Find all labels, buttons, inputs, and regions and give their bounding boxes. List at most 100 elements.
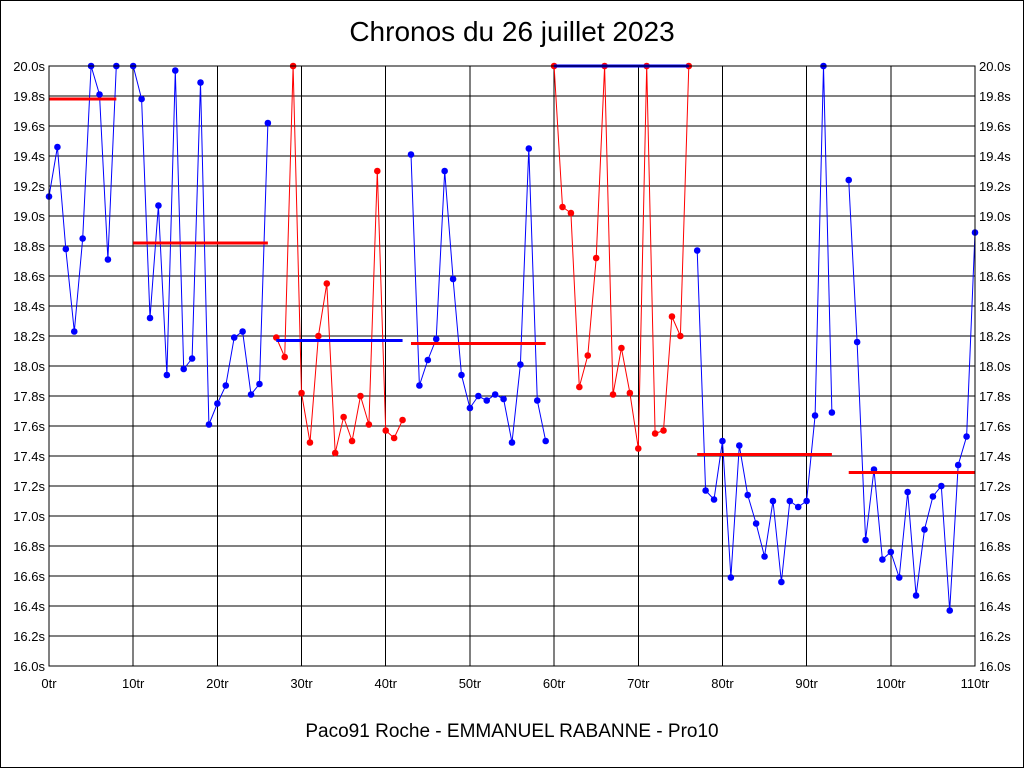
chart-caption: Paco91 Roche - EMMANUEL RABANNE - Pro10 <box>305 721 719 742</box>
y-tick-label-left: 18.4s <box>13 299 45 314</box>
y-tick-label-left: 20.0s <box>13 59 45 74</box>
data-point <box>794 503 802 511</box>
data-point <box>432 335 440 343</box>
data-point <box>677 332 684 340</box>
data-point <box>938 482 945 490</box>
y-tick-label-right: 18.0s <box>979 359 1011 374</box>
y-tick-label-left: 17.6s <box>13 419 45 434</box>
y-tick-label-right: 17.8s <box>979 389 1011 404</box>
data-point <box>180 365 187 373</box>
x-tick-label: 110tr <box>961 676 990 691</box>
data-point <box>727 574 735 581</box>
data-point <box>382 427 390 434</box>
data-point <box>155 202 162 209</box>
data-point <box>651 430 659 437</box>
data-point <box>660 427 667 434</box>
y-tick-label-right: 18.6s <box>979 269 1011 284</box>
x-tick-label: 60tr <box>543 676 566 691</box>
data-point <box>769 497 777 505</box>
series-line-6 <box>696 65 833 583</box>
x-tick-label: 80tr <box>711 676 734 691</box>
data-point <box>407 151 415 158</box>
data-point <box>752 520 760 527</box>
y-tick-label-left: 17.4s <box>13 449 45 464</box>
y-tick-label-right: 17.6s <box>979 419 1011 434</box>
data-point <box>197 79 204 86</box>
data-point <box>761 553 768 560</box>
series-line-2 <box>132 65 269 425</box>
data-point <box>693 247 701 254</box>
data-point <box>205 421 213 428</box>
y-tick-label-right: 19.8s <box>979 89 1011 104</box>
y-tick-label-left: 16.2s <box>13 629 45 644</box>
data-point <box>853 338 861 346</box>
data-point <box>517 361 524 368</box>
data-point <box>887 548 895 556</box>
data-point <box>62 245 70 253</box>
y-tick-label-right: 19.0s <box>979 209 1011 224</box>
data-point <box>744 491 752 499</box>
data-point <box>70 328 78 335</box>
series-line-3 <box>275 65 404 454</box>
data-point <box>710 496 718 503</box>
data-point <box>862 536 869 544</box>
data-point <box>306 439 314 446</box>
y-tick-label-right: 17.0s <box>979 509 1011 524</box>
y-tick-label-left: 16.8s <box>13 539 45 554</box>
data-point <box>929 493 937 500</box>
data-point <box>702 487 709 494</box>
data-point <box>576 383 583 391</box>
data-point <box>348 437 356 445</box>
y-tick-label-left: 19.2s <box>13 179 45 194</box>
data-point <box>79 235 86 242</box>
y-tick-label-right: 18.8s <box>979 239 1011 254</box>
data-point <box>879 556 886 563</box>
data-point <box>592 254 600 262</box>
data-point <box>171 67 179 74</box>
y-tick-label-right: 16.2s <box>979 629 1011 644</box>
data-point <box>475 392 482 400</box>
y-tick-label-right: 18.4s <box>979 299 1011 314</box>
series-line-1 <box>48 65 117 332</box>
y-tick-label-left: 18.2s <box>13 329 45 344</box>
data-point <box>54 143 61 151</box>
data-point <box>374 167 381 175</box>
data-point <box>163 371 171 379</box>
y-tick-label-left: 16.6s <box>13 569 45 584</box>
y-tick-label-right: 20.0s <box>979 59 1011 74</box>
data-point <box>778 578 785 586</box>
axis-labels: 16.0s 16.0s 16.2s 16.2s 16.4s 16.4s 16.6s 16.6s… <box>13 59 1011 691</box>
data-point <box>188 355 196 362</box>
y-tick-label-right: 19.2s <box>979 179 1011 194</box>
data-point <box>331 449 339 457</box>
data-point <box>424 356 432 364</box>
data-point <box>104 256 112 263</box>
x-tick-label: 20tr <box>206 676 229 691</box>
data-point <box>449 275 457 283</box>
data-point <box>845 176 853 184</box>
data-point <box>559 203 566 211</box>
data-point <box>921 526 928 533</box>
y-tick-label-right: 16.4s <box>979 599 1011 614</box>
y-tick-label-right: 19.4s <box>979 149 1011 164</box>
data-point <box>508 439 516 446</box>
data-point <box>222 382 230 389</box>
data-point <box>828 409 836 416</box>
data-point <box>466 404 474 412</box>
data-point <box>96 91 103 98</box>
y-tick-label-right: 16.8s <box>979 539 1011 554</box>
y-tick-label-left: 16.0s <box>13 659 45 674</box>
x-tick-label: 90tr <box>795 676 818 691</box>
data-point <box>904 488 911 496</box>
y-tick-label-left: 19.0s <box>13 209 45 224</box>
y-tick-label-right: 16.6s <box>979 569 1011 584</box>
y-tick-label-left: 17.8s <box>13 389 45 404</box>
data-point <box>247 391 255 398</box>
x-tick-label: 40tr <box>375 676 398 691</box>
y-tick-label-left: 17.2s <box>13 479 45 494</box>
data-point <box>584 352 592 359</box>
data-point <box>214 400 221 407</box>
data-point <box>458 371 465 379</box>
